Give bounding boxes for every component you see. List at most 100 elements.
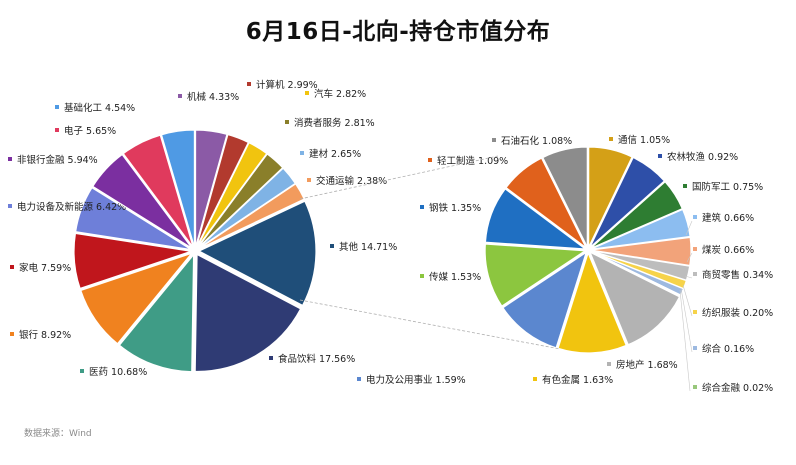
- pie2-label-marker-2: [683, 184, 687, 188]
- leader-line-1: [686, 252, 693, 263]
- pie1-label-marker-6: [330, 244, 334, 248]
- pie1-label-marker-13: [55, 128, 59, 132]
- pie2-label-marker-1: [658, 154, 662, 158]
- pie1-label-marker-12: [8, 157, 12, 161]
- pie1-label-marker-3: [285, 120, 289, 124]
- pie1-label-7: 食品饮料 17.56%: [278, 353, 355, 365]
- pie1-label-2: 汽车 2.82%: [314, 88, 366, 100]
- pie2-label-2: 国防军工 0.75%: [692, 181, 763, 193]
- pie2-label-marker-6: [693, 310, 697, 314]
- pie1-slice-2: [196, 141, 268, 248]
- pie2-label-1: 农林牧渔 0.92%: [667, 151, 738, 163]
- pie1-slice-11: [74, 186, 192, 251]
- pie1-label-marker-0: [178, 94, 182, 98]
- pie1-label-3: 消费者服务 2.81%: [294, 117, 375, 129]
- pie1-slice-0: [194, 129, 228, 248]
- pie2-label-marker-5: [693, 272, 697, 276]
- pie1-label-8: 医药 10.68%: [89, 367, 147, 378]
- pie1-label-1: 计算机 2.99%: [256, 79, 318, 91]
- pie2-label-marker-3: [693, 215, 697, 219]
- pie2-label-marker-9: [607, 362, 611, 366]
- pie1-label-5: 交通运输 2.38%: [316, 175, 387, 187]
- connector-top: [299, 155, 499, 200]
- pie2-label-marker-0: [609, 137, 613, 141]
- pie1-slice-3: [197, 153, 284, 249]
- pie2-label-marker-8: [693, 385, 697, 389]
- pie2-label-15: 石油石化 1.08%: [501, 135, 572, 147]
- pie1-slice-14: [160, 129, 196, 248]
- pie1-slice-7: [194, 253, 302, 373]
- pie2-slice-3: [590, 208, 691, 250]
- pie2-label-0: 通信 1.05%: [618, 134, 670, 146]
- pie2-slice-12: [484, 243, 587, 307]
- pie2-label-11: 电力及公用事业 1.59%: [366, 374, 466, 386]
- pie2-label-10: 有色金属 1.63%: [542, 374, 613, 386]
- pie1-slice-8: [118, 253, 195, 373]
- pie2-label-5: 商贸零售 0.34%: [702, 269, 773, 281]
- pie1-slice-1: [195, 133, 250, 248]
- pie1-label-9: 银行 8.92%: [19, 329, 71, 341]
- pie1-label-11: 电力设备及新能源 6.42%: [17, 201, 126, 213]
- pie2-label-14: 轻工制造 1.09%: [437, 155, 508, 167]
- pie1-label-4: 建材 2.65%: [309, 148, 361, 160]
- pie2-slice-15: [541, 146, 588, 248]
- pie1-label-marker-5: [307, 178, 311, 182]
- pie2-slice-1: [589, 156, 666, 249]
- pie2-slice-11: [502, 250, 588, 349]
- pie1-slice-12: [91, 153, 193, 249]
- pie2-slice-0: [588, 146, 633, 248]
- pie2-slice-9: [588, 250, 681, 346]
- leader-line-4: [680, 287, 693, 353]
- pie1-label-marker-11: [8, 204, 12, 208]
- leader-line-0: [685, 220, 693, 236]
- pie2-label-marker-13: [420, 205, 424, 209]
- pie2-label-marker-12: [420, 274, 424, 278]
- pie2-label-13: 钢铁 1.35%: [429, 202, 481, 214]
- leader-line-3: [682, 284, 693, 317]
- pie2-label-marker-15: [492, 138, 496, 142]
- pie1-slice-9: [80, 252, 194, 345]
- pie2-label-9: 房地产 1.68%: [616, 359, 678, 371]
- pie2-label-12: 传媒 1.53%: [429, 271, 481, 283]
- leader-line-2: [684, 275, 693, 279]
- chart-title: 6月16日-北向-持仓市值分布: [245, 19, 551, 45]
- pie1-label-marker-8: [80, 369, 84, 373]
- pie2-slice-2: [590, 180, 684, 249]
- pie2-label-marker-4: [693, 247, 697, 251]
- pie1-label-marker-1: [247, 82, 251, 86]
- pie1-label-marker-9: [10, 332, 14, 336]
- pie1-slice-5: [198, 183, 306, 250]
- pie2-label-marker-11: [357, 377, 361, 381]
- pie2-slice-10: [557, 251, 628, 354]
- pie1-label-6: 其他 14.71%: [339, 241, 397, 253]
- pie2-slice-14: [505, 157, 587, 249]
- pie2-label-3: 建筑 0.66%: [702, 212, 754, 224]
- pie1-label-0: 机械 4.33%: [187, 91, 239, 103]
- connector-bottom: [299, 299, 561, 350]
- pie2-label-7: 综合 0.16%: [702, 343, 754, 355]
- pie1-slice-6: [197, 200, 317, 307]
- pie2-label-4: 煤炭 0.66%: [702, 244, 754, 256]
- pie1-label-13: 电子 5.65%: [64, 125, 116, 137]
- data-source: 数据来源：Wind: [24, 429, 92, 439]
- pie1-label-14: 基础化工 4.54%: [64, 102, 135, 114]
- leader-line-5: [679, 289, 691, 392]
- pie1-slice-4: [197, 167, 297, 250]
- pie2-label-6: 纺织服装 0.20%: [702, 307, 773, 319]
- pie1-slice-10: [73, 232, 192, 290]
- pie1-label-12: 非银行金融 5.94%: [17, 154, 98, 166]
- pie2-label-8: 综合金融 0.02%: [702, 382, 773, 394]
- pie2-label-marker-10: [533, 377, 537, 381]
- pie2-label-marker-14: [428, 158, 432, 162]
- pie2-label-marker-7: [693, 346, 697, 350]
- pie1-label-marker-14: [55, 105, 59, 109]
- pie2-slice-4: [590, 236, 692, 267]
- pie1-label-10: 家电 7.59%: [19, 262, 71, 274]
- pie1-label-marker-10: [10, 265, 14, 269]
- pie1-label-marker-2: [305, 91, 309, 95]
- pie2-slice-13: [484, 188, 588, 250]
- pie1-slice-13: [122, 134, 194, 248]
- pie1-label-marker-4: [300, 151, 304, 155]
- pie1-label-marker-7: [269, 356, 273, 360]
